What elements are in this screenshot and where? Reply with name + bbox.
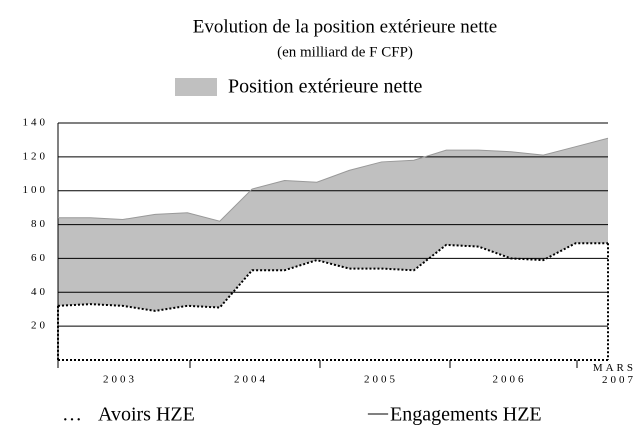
y-tick-label: 140	[23, 117, 49, 129]
legend-label: Position extérieure nette	[228, 76, 423, 98]
legend-label: Engagements HZE	[390, 404, 542, 426]
x-tick-label: 2003	[103, 374, 137, 386]
x-tick-label: MARS 2007	[593, 362, 636, 386]
y-tick-label: 100	[23, 184, 49, 196]
y-tick-label: 80	[31, 218, 48, 230]
line-engagements	[58, 137, 609, 222]
x-tick-label: 2005	[364, 374, 398, 386]
legend-marker: —	[367, 402, 389, 424]
chart-subtitle: (en milliard de F CFP)	[277, 44, 413, 60]
chart-title: Evolution de la position extérieure nett…	[193, 16, 497, 37]
legend-marker: …	[62, 404, 82, 426]
y-tick-label: 60	[31, 252, 48, 264]
x-tick-label: 2006	[493, 374, 527, 386]
x-tick-label: 2004	[234, 374, 268, 386]
y-tick-label: 20	[31, 320, 48, 332]
y-tick-label: 120	[23, 150, 49, 162]
legend-label: Avoirs HZE	[98, 404, 195, 426]
line-avoirs	[57, 242, 608, 312]
legend-swatch	[175, 78, 217, 96]
y-tick-label: 40	[31, 286, 48, 298]
